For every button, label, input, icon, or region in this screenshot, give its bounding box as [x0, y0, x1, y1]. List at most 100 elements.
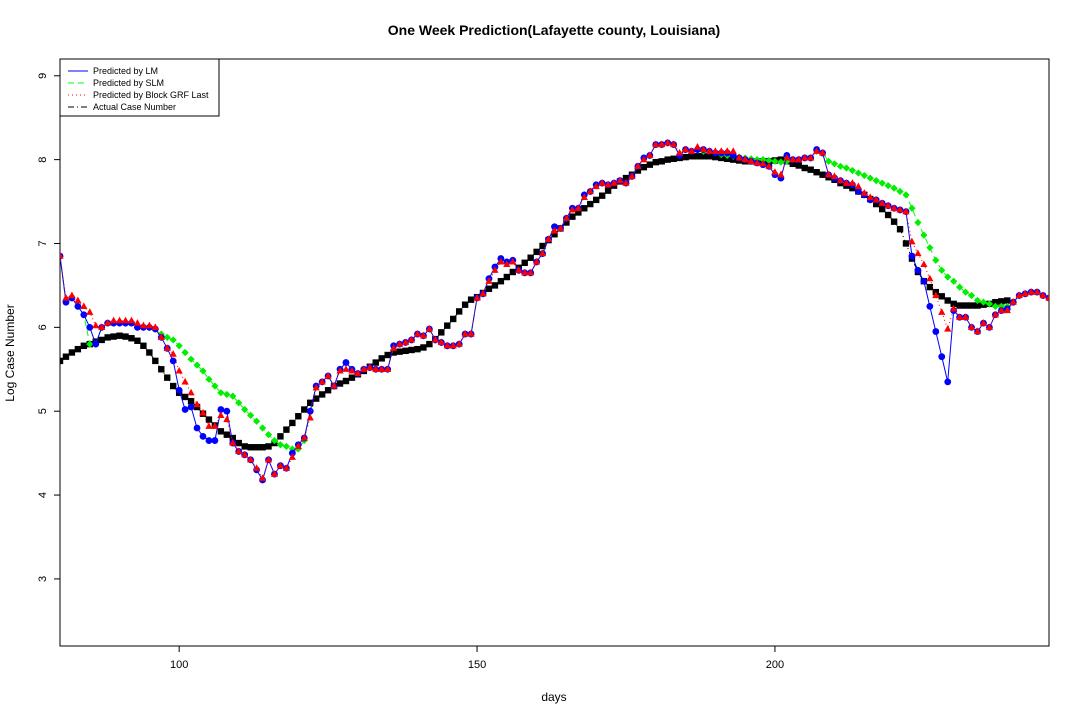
- data-point: [158, 366, 165, 373]
- data-point: [991, 302, 999, 310]
- data-point: [330, 382, 338, 389]
- data-point: [991, 310, 999, 318]
- data-point: [664, 156, 671, 163]
- data-point: [789, 160, 797, 168]
- data-point: [378, 365, 386, 372]
- data-point: [974, 302, 981, 309]
- data-point: [902, 240, 910, 247]
- data-point: [938, 293, 945, 300]
- data-point: [62, 293, 70, 301]
- data-point: [258, 474, 267, 481]
- data-point: [962, 302, 969, 309]
- data-point: [205, 437, 213, 444]
- data-point: [527, 254, 534, 261]
- data-point: [872, 176, 880, 185]
- data-point: [312, 383, 320, 391]
- data-point: [830, 172, 839, 179]
- data-point: [920, 277, 928, 285]
- data-point: [848, 166, 856, 175]
- data-point: [777, 158, 785, 166]
- data-point: [836, 176, 845, 184]
- data-point: [169, 350, 177, 357]
- data-point: [146, 349, 153, 356]
- data-point: [307, 399, 314, 407]
- data-point: [1004, 297, 1011, 304]
- data-point: [312, 395, 320, 402]
- data-point: [205, 416, 213, 423]
- data-point: [74, 345, 82, 353]
- data-point: [807, 153, 815, 161]
- data-point: [241, 443, 248, 450]
- data-point: [318, 377, 326, 385]
- data-point: [509, 257, 517, 265]
- data-point: [443, 341, 451, 349]
- data-point: [533, 257, 541, 265]
- y-axis-label: Log Case Number: [3, 304, 17, 401]
- data-point: [181, 377, 189, 385]
- data-point: [735, 153, 743, 161]
- data-point: [110, 333, 117, 340]
- data-point: [836, 162, 845, 170]
- x-tick-label: 150: [468, 659, 486, 671]
- data-point: [878, 199, 886, 206]
- data-point: [306, 407, 314, 415]
- data-point: [289, 419, 296, 427]
- data-point: [461, 330, 469, 337]
- data-point: [771, 168, 779, 175]
- data-point: [372, 365, 380, 372]
- data-point: [926, 302, 934, 310]
- data-point: [491, 282, 499, 289]
- data-point: [1003, 306, 1011, 314]
- data-point: [813, 169, 820, 176]
- data-point: [86, 308, 94, 315]
- data-point: [950, 277, 958, 285]
- data-point: [551, 223, 558, 231]
- data-point: [997, 302, 1005, 310]
- data-point: [628, 172, 636, 179]
- data-point: [1009, 298, 1017, 305]
- data-point: [62, 353, 70, 360]
- data-point: [473, 293, 481, 301]
- data-point: [139, 321, 148, 329]
- data-point: [68, 291, 76, 299]
- data-point: [932, 256, 940, 264]
- data-point: [610, 179, 618, 186]
- data-point: [217, 411, 225, 418]
- data-point: [515, 266, 523, 273]
- data-point: [998, 298, 1005, 305]
- data-point: [68, 349, 76, 356]
- data-point: [229, 434, 236, 442]
- data-point: [60, 252, 64, 259]
- data-point: [652, 140, 660, 148]
- data-point: [622, 179, 630, 186]
- data-point: [640, 163, 648, 171]
- data-point: [86, 340, 94, 348]
- data-point: [914, 249, 922, 257]
- data-point: [556, 224, 565, 231]
- data-point: [145, 321, 153, 329]
- data-point: [587, 200, 594, 208]
- data-point: [235, 447, 243, 455]
- data-point: [646, 161, 654, 168]
- data-point: [712, 153, 719, 161]
- data-point: [92, 321, 100, 329]
- data-point: [80, 311, 88, 319]
- data-point: [169, 357, 177, 365]
- data-point: [401, 338, 410, 346]
- data-point: [324, 387, 332, 394]
- data-point: [932, 291, 940, 299]
- data-point: [842, 179, 851, 186]
- data-point: [973, 327, 982, 335]
- data-point: [152, 357, 159, 365]
- data-point: [449, 341, 457, 349]
- data-point: [646, 151, 654, 159]
- series-line: [60, 155, 1008, 448]
- data-point: [908, 237, 916, 245]
- data-point: [288, 445, 296, 453]
- data-point: [908, 204, 916, 212]
- data-point: [1015, 291, 1023, 299]
- data-point: [575, 209, 582, 216]
- data-point: [187, 397, 195, 405]
- data-point: [759, 156, 767, 164]
- data-point: [217, 428, 225, 435]
